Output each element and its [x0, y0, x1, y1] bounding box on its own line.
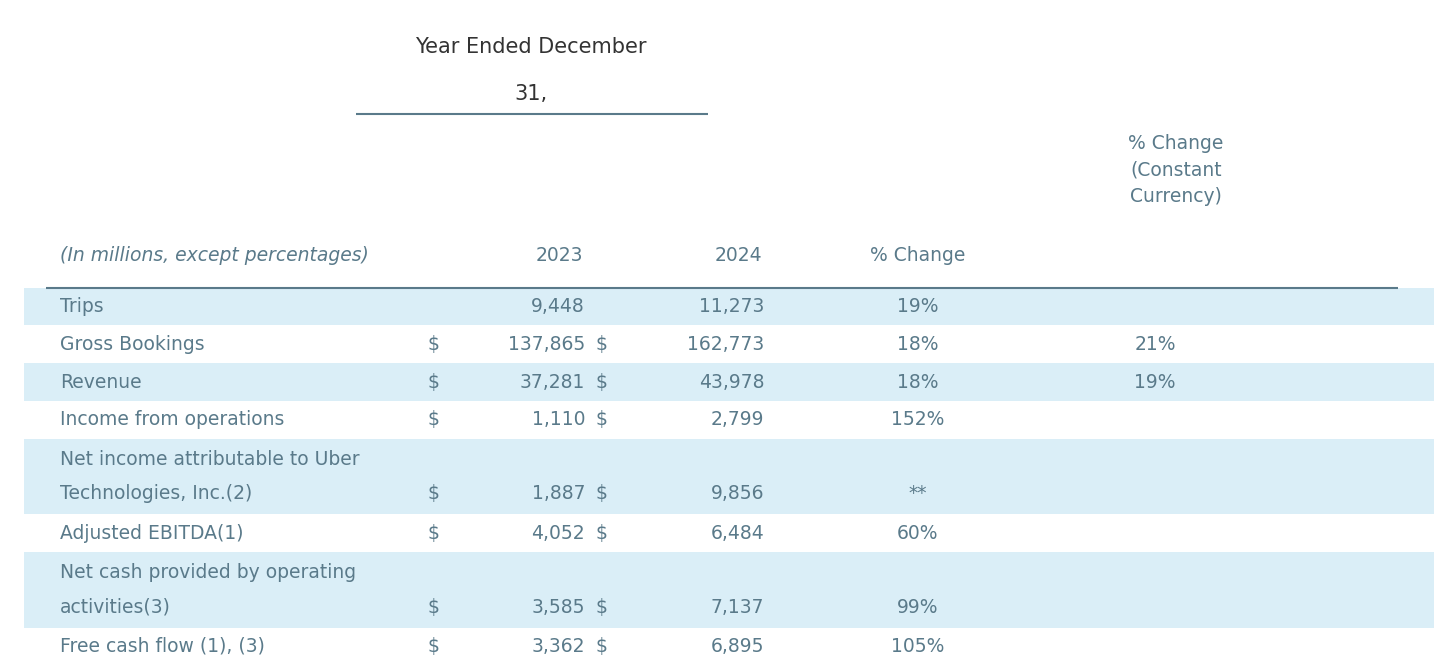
- Text: 152%: 152%: [891, 411, 945, 429]
- Text: 19%: 19%: [898, 297, 938, 316]
- Text: 4,052: 4,052: [532, 523, 585, 542]
- Text: 18%: 18%: [898, 335, 938, 353]
- Text: 2023: 2023: [535, 246, 584, 265]
- Bar: [24, 288, 1434, 325]
- Text: 9,448: 9,448: [532, 297, 585, 316]
- Text: $: $: [595, 485, 607, 503]
- Text: 162,773: 162,773: [687, 335, 764, 353]
- Text: 1,110: 1,110: [532, 411, 585, 429]
- Text: $: $: [427, 372, 439, 392]
- Text: 6,484: 6,484: [711, 523, 764, 542]
- Text: **: **: [909, 485, 926, 503]
- Text: $: $: [427, 411, 439, 429]
- Text: $: $: [427, 597, 439, 617]
- Text: (In millions, except percentages): (In millions, except percentages): [60, 246, 369, 265]
- Text: 105%: 105%: [891, 637, 945, 656]
- Text: $: $: [427, 335, 439, 353]
- Text: Free cash flow (1), (3): Free cash flow (1), (3): [60, 637, 265, 656]
- Text: 137,865: 137,865: [508, 335, 585, 353]
- Text: 3,585: 3,585: [532, 597, 585, 617]
- Text: $: $: [595, 372, 607, 392]
- Text: Year Ended December: Year Ended December: [414, 37, 647, 57]
- Text: Revenue: Revenue: [60, 372, 142, 392]
- Text: 31,: 31,: [513, 84, 548, 104]
- Text: $: $: [595, 597, 607, 617]
- Text: % Change: % Change: [870, 246, 965, 265]
- Text: Income from operations: Income from operations: [60, 411, 284, 429]
- Text: $: $: [427, 523, 439, 542]
- Text: 2024: 2024: [714, 246, 763, 265]
- Bar: [24, 552, 1434, 628]
- Text: $: $: [595, 335, 607, 353]
- Text: Net cash provided by operating: Net cash provided by operating: [60, 563, 357, 582]
- Text: Technologies, Inc.(2): Technologies, Inc.(2): [60, 485, 252, 503]
- Text: $: $: [595, 523, 607, 542]
- Text: 43,978: 43,978: [698, 372, 764, 392]
- Text: 9,856: 9,856: [711, 485, 764, 503]
- Text: Trips: Trips: [60, 297, 103, 316]
- Text: 21%: 21%: [1134, 335, 1176, 353]
- Text: 6,895: 6,895: [711, 637, 764, 656]
- Text: 7,137: 7,137: [711, 597, 764, 617]
- Text: Gross Bookings: Gross Bookings: [60, 335, 205, 353]
- Text: 3,362: 3,362: [532, 637, 585, 656]
- Text: 1,887: 1,887: [532, 485, 585, 503]
- Text: Net income attributable to Uber: Net income attributable to Uber: [60, 450, 360, 468]
- Text: $: $: [595, 411, 607, 429]
- Text: Adjusted EBITDA(1): Adjusted EBITDA(1): [60, 523, 244, 542]
- Text: 2,799: 2,799: [711, 411, 764, 429]
- Text: $: $: [595, 637, 607, 656]
- Text: $: $: [427, 637, 439, 656]
- Text: $: $: [427, 485, 439, 503]
- Bar: [24, 439, 1434, 514]
- Text: 37,281: 37,281: [519, 372, 585, 392]
- Bar: [24, 363, 1434, 401]
- Text: % Change
(Constant
Currency): % Change (Constant Currency): [1129, 134, 1223, 206]
- Text: 99%: 99%: [898, 597, 938, 617]
- Text: activities(3): activities(3): [60, 597, 171, 617]
- Text: 60%: 60%: [898, 523, 938, 542]
- Text: 11,273: 11,273: [698, 297, 764, 316]
- Text: 19%: 19%: [1134, 372, 1176, 392]
- Text: 18%: 18%: [898, 372, 938, 392]
